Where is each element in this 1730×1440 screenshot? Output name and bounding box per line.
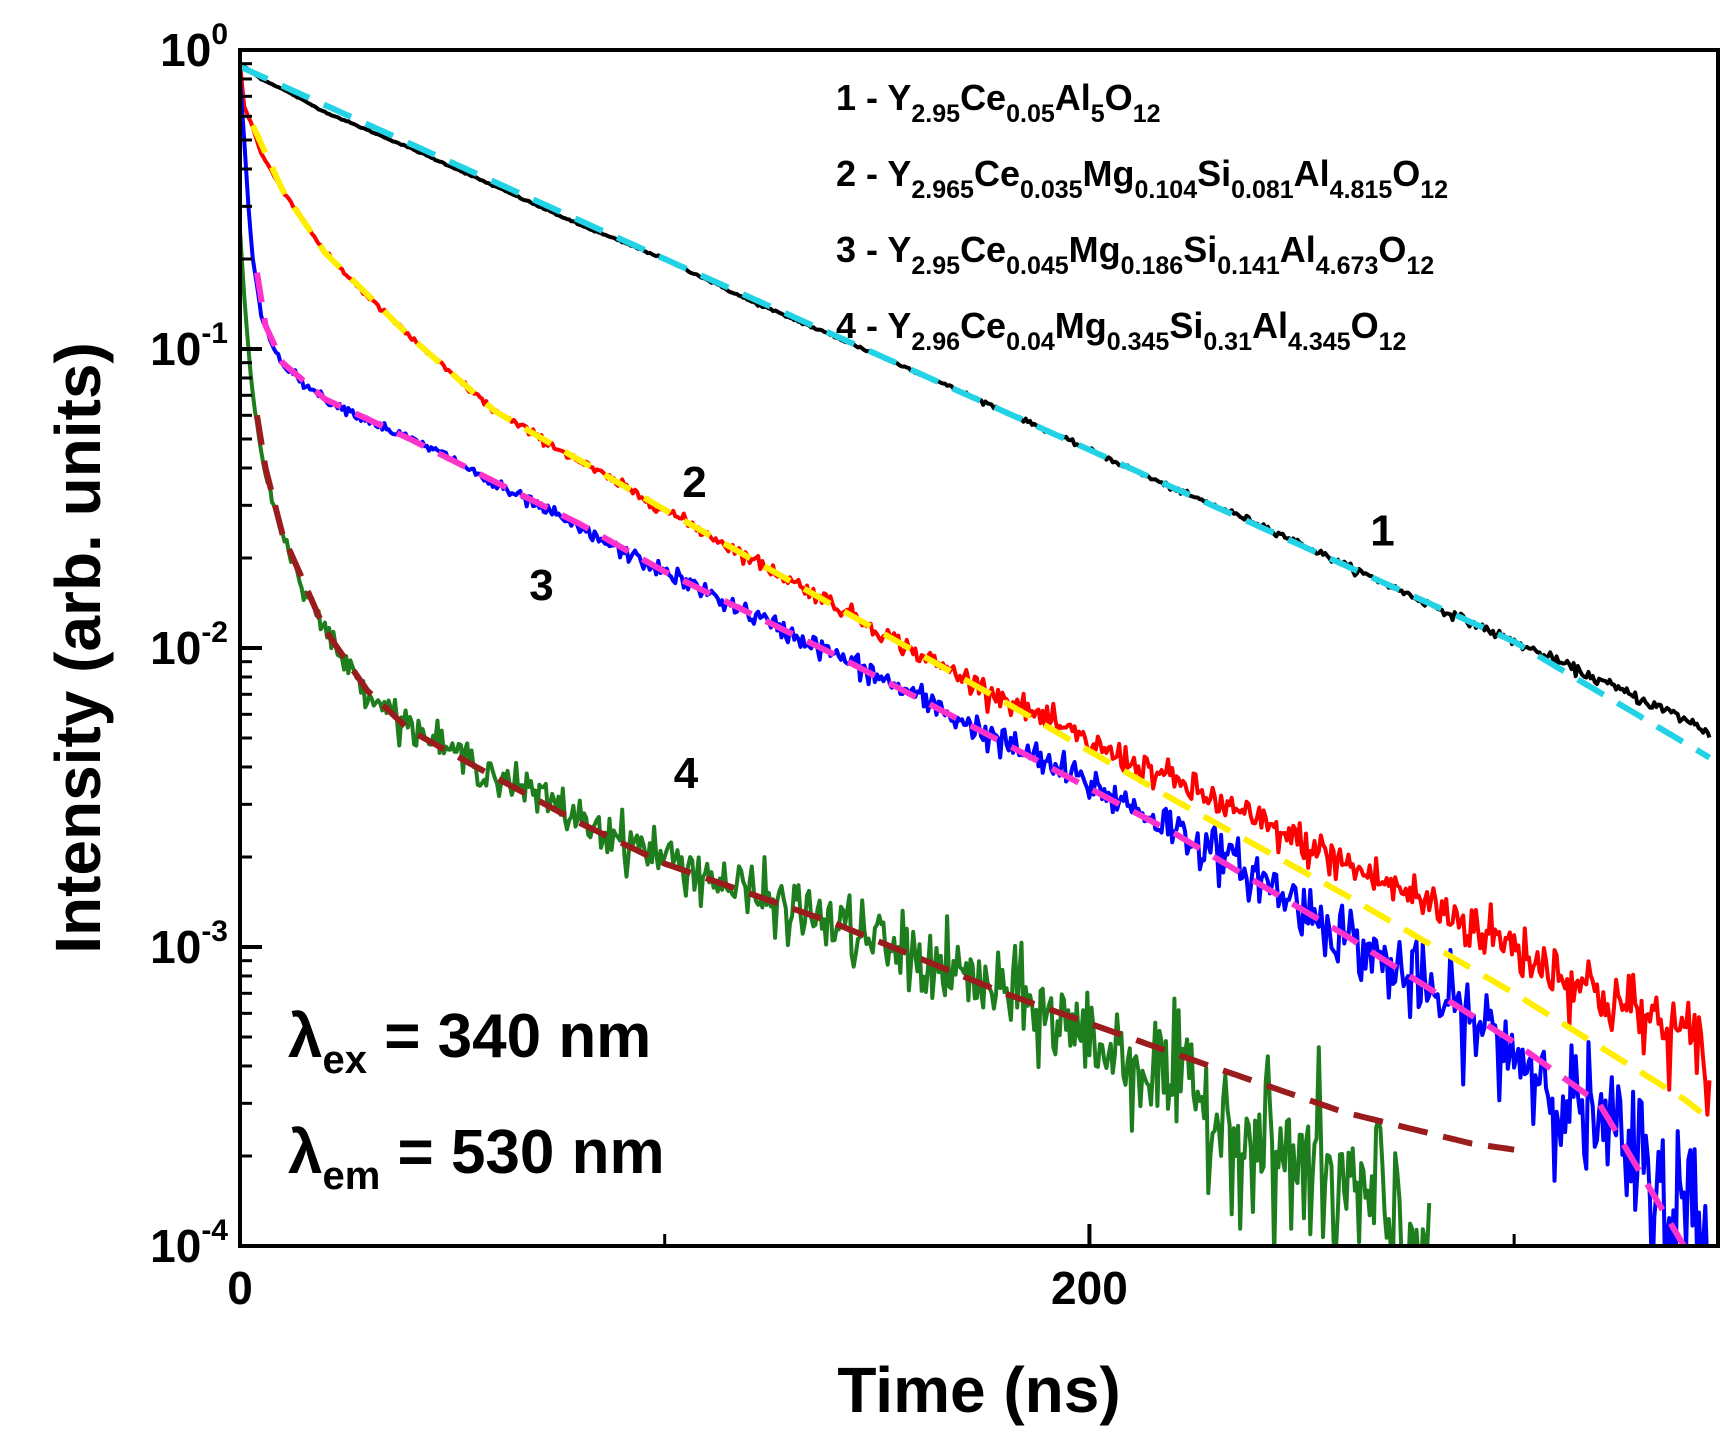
legend-entry-4: 4 - Y2.96Ce0.04Mg0.345Si0.31Al4.345O12 [836,305,1406,356]
legend-entry-2: 2 - Y2.965Ce0.035Mg0.104Si0.081Al4.815O1… [836,153,1448,204]
series-4-data-trace [240,230,1432,1246]
excitation-emission-annotation: λex = 340 nm λem = 530 nm [288,1002,665,1198]
axis-layer: 0 200 100 10-1 10-2 10-3 10-4 [150,18,1516,1314]
wavelength-annotation-ex: λex = 340 nm [288,1002,651,1082]
legend-entry-1: 1 - Y2.95Ce0.05Al5O12 [836,77,1161,128]
curve-label-3: 3 [529,561,553,610]
series-3-data-trace [240,78,1709,1246]
legend-entry-3: 3 - Y2.95Ce0.045Mg0.186Si0.141Al4.673O12 [836,229,1434,280]
series-1-fit-line [240,63,1712,761]
wavelength-annotation-em: λem = 530 nm [288,1118,665,1198]
x-axis-title: Time (ns) [837,1354,1120,1426]
series-layer [240,62,1712,1246]
y-tick-label: 10-4 [150,1214,228,1272]
y-tick-label: 10-2 [150,616,228,674]
series-2-data-trace [240,63,1712,1117]
y-tick-label: 100 [160,18,228,76]
series-4-fit-line [254,414,1515,1153]
legend: 1 - Y2.95Ce0.05Al5O12 2 - Y2.965Ce0.035Mg… [836,77,1448,356]
curve-label-2: 2 [682,458,706,507]
curve-label-1: 1 [1370,507,1394,556]
series-3-fit-line [254,272,1687,1246]
curve-label-4: 4 [674,749,699,798]
y-tick-label: 10-3 [150,915,228,973]
curve-labels: 1 2 3 4 [529,458,1394,798]
series-2-fit-line [249,124,1703,1115]
y-axis-title: Intensity (arb. units) [42,342,114,954]
x-tick-label: 0 [227,1262,253,1314]
x-tick-label: 200 [1051,1262,1128,1314]
y-tick-label: 10-1 [150,317,228,375]
